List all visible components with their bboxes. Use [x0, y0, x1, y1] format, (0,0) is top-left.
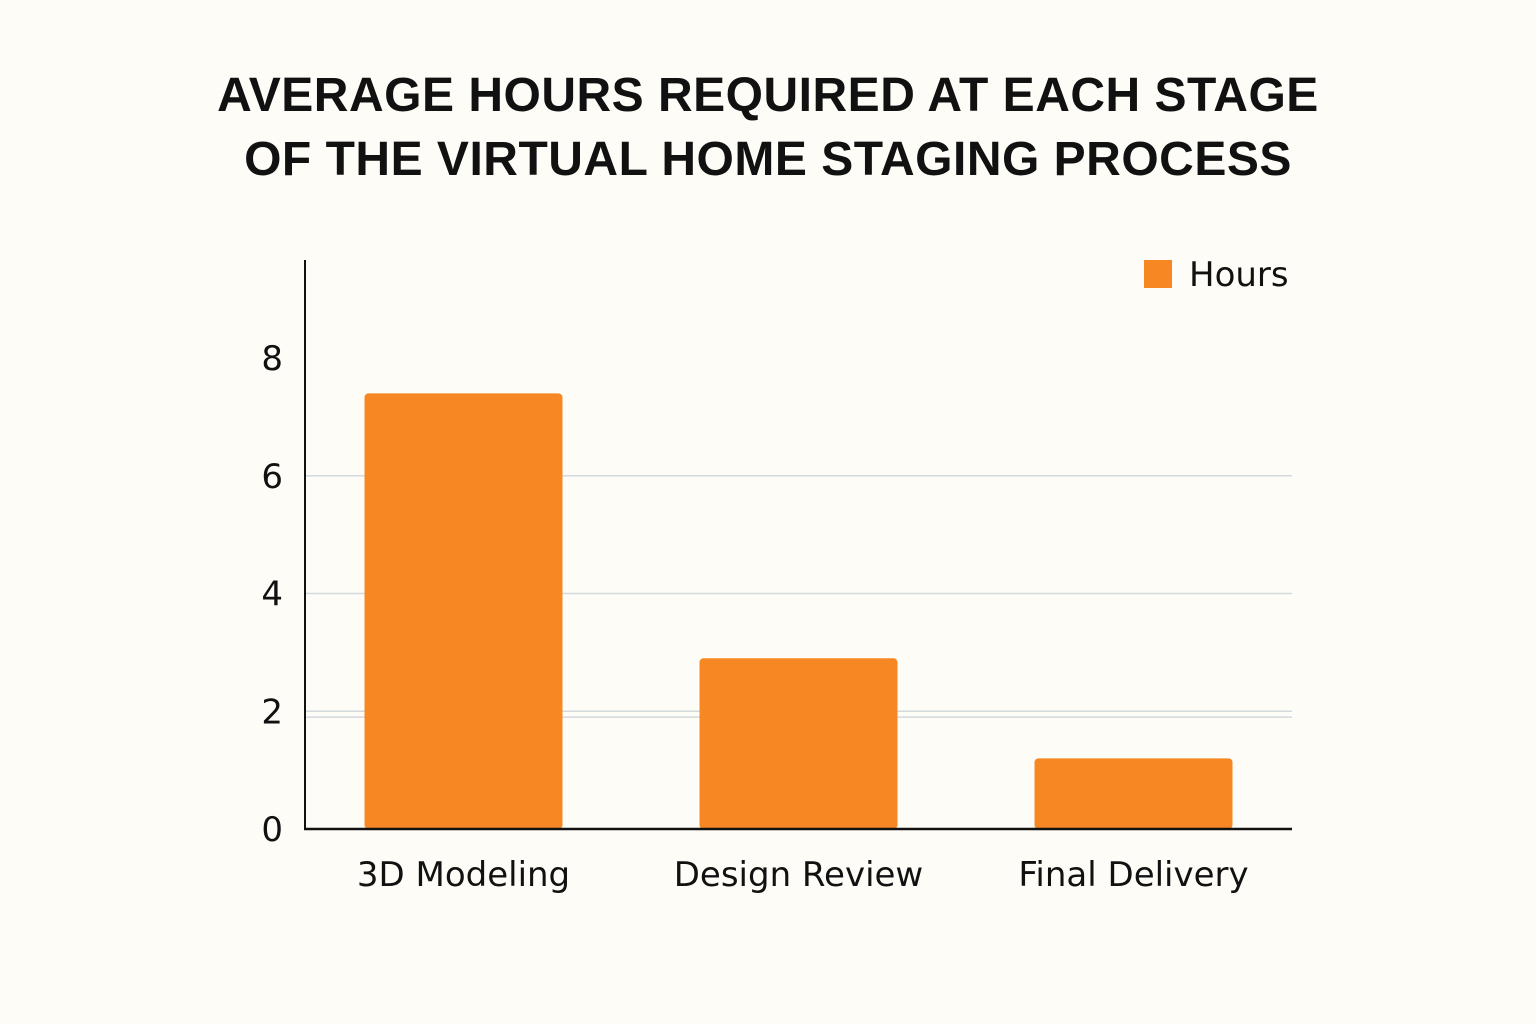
x-tick-label-design-review: Design Review — [674, 855, 924, 895]
y-tick-label-0: 0 — [261, 810, 283, 850]
y-tick-label-2: 2 — [261, 692, 283, 732]
bar-final-delivery — [1034, 758, 1233, 829]
x-tick-label-final-delivery: Final Delivery — [1018, 855, 1248, 895]
labels: 0 2 4 6 8 3D Modeling Design Review Final Deliv… — [261, 339, 1248, 895]
y-tick-label-4: 4 — [261, 575, 283, 615]
legend-label-hours: Hours — [1189, 255, 1289, 295]
legend: Hours — [1144, 255, 1289, 295]
y-tick-label-8: 8 — [261, 339, 283, 379]
axes — [304, 260, 1292, 831]
chart-title: AVERAGE HOURS REQUIRED AT EACH STAGE OF … — [0, 64, 1536, 192]
chart-title-line-1: AVERAGE HOURS REQUIRED AT EACH STAGE — [217, 69, 1319, 122]
bar-design-review — [699, 658, 898, 829]
y-tick-label-6: 6 — [261, 457, 283, 497]
bar-3d-modeling — [364, 393, 563, 829]
chart-title-line-2: OF THE VIRTUAL HOME STAGING PROCESS — [244, 133, 1292, 186]
legend-swatch — [1144, 260, 1172, 288]
x-tick-label-3d-modeling: 3D Modeling — [357, 855, 570, 895]
bars — [364, 393, 1233, 829]
